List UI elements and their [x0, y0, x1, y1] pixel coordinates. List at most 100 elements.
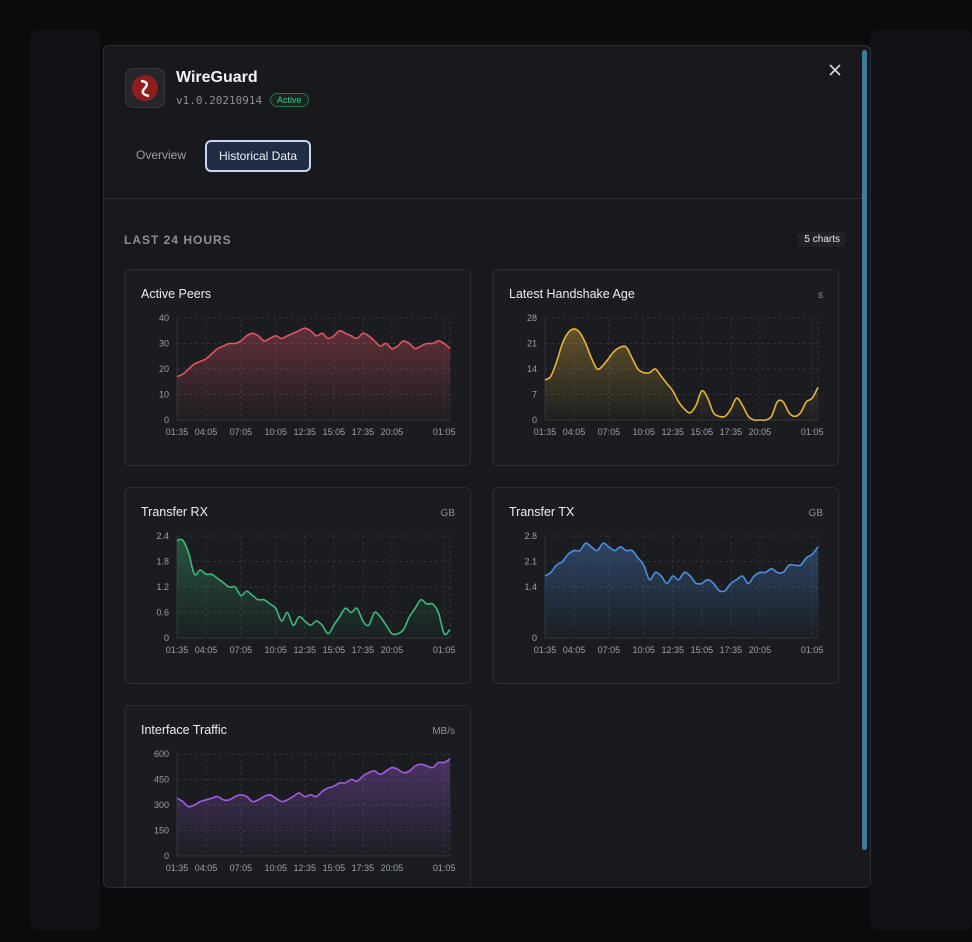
y-tick-label: 0	[532, 633, 537, 643]
chart-title: Active Peers	[141, 287, 211, 301]
section-title: LAST 24 HOURS	[124, 233, 232, 247]
y-tick-label: 2.1	[524, 557, 537, 567]
y-tick-label: 30	[159, 339, 169, 349]
chart-count: 5 charts	[798, 232, 846, 247]
x-tick-label: 17:35	[720, 427, 743, 437]
chart: Interface Traffic MB/s 0 150 300 450 600 01:35 0…	[141, 723, 456, 873]
x-tick-label: 15:05	[691, 427, 714, 437]
y-tick-label: 0	[164, 415, 169, 425]
x-tick-label: 15:05	[691, 645, 714, 655]
app-version: v1.0.20210914	[176, 94, 263, 107]
x-tick-label: 12:35	[294, 645, 317, 655]
x-tick-label: 20:05	[381, 863, 404, 873]
x-tick-label: 01:35	[166, 863, 189, 873]
y-tick-label: 7	[532, 390, 537, 400]
y-tick-label: 600	[154, 749, 169, 759]
line	[176, 327, 451, 378]
chart-unit: GB	[441, 508, 456, 519]
area	[177, 539, 450, 638]
x-tick-label: 17:35	[720, 645, 743, 655]
y-tick-label: 2.8	[524, 531, 537, 541]
chart-title: Transfer TX	[509, 505, 575, 519]
backdrop-panel	[30, 30, 100, 930]
y-tick-label: 20	[159, 364, 169, 374]
chart-card: Latest Handshake Age s 0 7 14 21 28 01:35 04:05 0…	[492, 269, 839, 466]
x-tick-label: 17:35	[352, 863, 375, 873]
line	[544, 328, 819, 422]
chart-unit: s	[818, 290, 823, 301]
scrollbar[interactable]	[862, 50, 867, 850]
x-tick-label: 01:35	[166, 645, 189, 655]
y-tick-label: 0	[164, 633, 169, 643]
area	[545, 543, 818, 638]
x-tick-label: 15:05	[323, 427, 346, 437]
y-tick-label: 10	[159, 390, 169, 400]
y-tick-label: 14	[527, 364, 537, 374]
x-tick-label: 15:05	[323, 645, 346, 655]
x-tick-label: 01:05	[801, 427, 824, 437]
x-tick-label: 01:05	[433, 863, 456, 873]
chart-unit: GB	[809, 508, 824, 519]
tab-active[interactable]: Historical Data	[205, 140, 312, 172]
x-tick-label: 07:05	[598, 645, 621, 655]
chart-card: Transfer RX GB 0 0.6 1.2 1.8 2.4 01:35 04:05 07:0…	[124, 487, 471, 684]
x-tick-label: 07:05	[230, 645, 253, 655]
x-tick-label: 12:35	[294, 863, 317, 873]
y-tick-label: 2.4	[156, 531, 169, 541]
y-tick-label: 1.4	[524, 582, 537, 592]
x-tick-label: 07:05	[230, 427, 253, 437]
backdrop-panel	[870, 30, 972, 930]
close-button[interactable]	[826, 61, 844, 79]
x-tick-label: 04:05	[195, 645, 218, 655]
tab[interactable]: Overview	[136, 148, 187, 162]
x-tick-label: 10:05	[264, 427, 287, 437]
y-tick-label: 0	[532, 415, 537, 425]
chart: Latest Handshake Age s 0 7 14 21 28 01:35 04:05 0…	[509, 287, 824, 437]
x-tick-label: 10:05	[632, 645, 655, 655]
x-tick-label: 01:05	[433, 427, 456, 437]
area	[545, 328, 818, 421]
y-tick-label: 1.2	[156, 582, 169, 592]
app-title: WireGuard	[176, 69, 258, 86]
chart: Active Peers 0 10 20 30 40 01:35 04:05 07:05 10:0…	[141, 287, 456, 437]
x-tick-label: 01:05	[433, 645, 456, 655]
y-tick-label: 0	[164, 851, 169, 861]
x-tick-label: 17:35	[352, 645, 375, 655]
y-tick-label: 300	[154, 800, 169, 810]
icon-graphic	[132, 75, 158, 101]
modal: WireGuard v1.0.20210914 Active Overview …	[103, 45, 871, 888]
area	[177, 759, 450, 856]
chart: Transfer RX GB 0 0.6 1.2 1.8 2.4 01:35 04:05 07:0…	[141, 505, 456, 655]
app-icon	[125, 68, 165, 108]
chart-title: Transfer RX	[141, 505, 209, 519]
x-tick-label: 04:05	[563, 645, 586, 655]
x-tick-label: 20:05	[749, 427, 772, 437]
x-tick-label: 07:05	[230, 863, 253, 873]
x-tick-label: 10:05	[264, 863, 287, 873]
chart-title: Interface Traffic	[141, 723, 227, 737]
y-tick-label: 28	[527, 313, 537, 323]
x-tick-label: 20:05	[381, 645, 404, 655]
line	[176, 758, 451, 808]
y-tick-label: 150	[154, 826, 169, 836]
y-tick-label: 21	[527, 339, 537, 349]
x-tick-label: 04:05	[195, 427, 218, 437]
chart: Transfer TX GB 0 1.4 2.1 2.8 01:35 04:05 07:05 10…	[509, 505, 824, 655]
chart-card: Interface Traffic MB/s 0 150 300 450 600 01:35 0…	[124, 705, 471, 887]
y-tick-label: 450	[154, 775, 169, 785]
status-badge: Active	[270, 93, 309, 107]
x-tick-label: 12:35	[662, 427, 685, 437]
x-tick-label: 10:05	[632, 427, 655, 437]
y-tick-label: 0.6	[156, 608, 169, 618]
x-tick-label: 20:05	[749, 645, 772, 655]
chart-card: Transfer TX GB 0 1.4 2.1 2.8 01:35 04:05 07:05 10…	[492, 487, 839, 684]
x-tick-label: 01:35	[534, 427, 557, 437]
x-tick-label: 07:05	[598, 427, 621, 437]
x-tick-label: 20:05	[381, 427, 404, 437]
x-tick-label: 01:35	[534, 645, 557, 655]
y-tick-label: 40	[159, 313, 169, 323]
x-tick-label: 10:05	[264, 645, 287, 655]
x-tick-label: 01:05	[801, 645, 824, 655]
area	[177, 328, 450, 420]
